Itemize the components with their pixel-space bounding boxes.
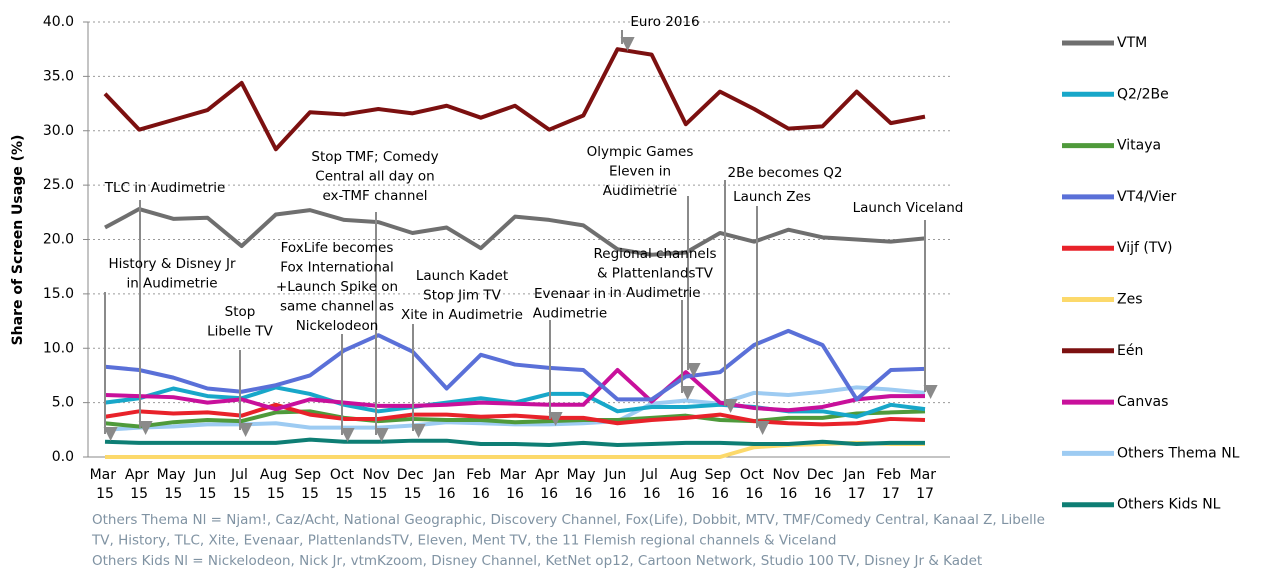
- x-tick-label: Aug 15: [260, 467, 292, 502]
- legend-label: Vijf (TV): [1117, 240, 1172, 256]
- x-tick-label: Mar 15: [90, 467, 121, 502]
- footnote: TV, History, TLC, Xite, Evenaar, Platten…: [91, 533, 836, 549]
- x-tick-label: Oct 16: [740, 467, 769, 502]
- x-tick-label: May 15: [157, 467, 190, 502]
- annotation-text: & PlattenlandsTV: [597, 266, 714, 282]
- annotation-text: Launch Kadet: [416, 268, 508, 284]
- x-tick-label: Feb 17: [876, 467, 905, 502]
- annotation-text: Audimetrie: [533, 306, 607, 322]
- x-tick-label: Sep 15: [295, 467, 326, 502]
- annotation-text: Regional channels: [594, 246, 717, 262]
- legend-label: Others Kids NL: [1117, 497, 1221, 513]
- x-tick-label: Jul 16: [640, 467, 662, 502]
- y-tick-label: 30.0: [43, 123, 74, 139]
- x-tick-label: Jan 17: [843, 467, 870, 502]
- annotation-text: Xite in Audimetrie: [401, 307, 523, 323]
- annotation-text: 2Be becomes Q2: [727, 165, 842, 181]
- series-line: [104, 402, 926, 427]
- annotation-text: Launch Viceland: [853, 200, 964, 216]
- annotation-text: Olympic Games: [587, 144, 694, 160]
- annotation-text: Central all day on: [315, 169, 434, 185]
- y-tick-label: 40.0: [43, 14, 74, 30]
- annotation-text: Launch Zes: [733, 189, 811, 205]
- x-tick-label: Jun 16: [603, 467, 630, 502]
- series-line: [104, 328, 926, 402]
- x-tick-label: Sep 16: [705, 467, 736, 502]
- annotation-text: Nickelodeon: [296, 318, 379, 334]
- annotation-text: in Audimetrie: [126, 276, 217, 292]
- legend-label: Q2/2Be: [1117, 86, 1169, 102]
- x-tick-label: Jan 16: [433, 467, 460, 502]
- legend-label: VTM: [1117, 35, 1147, 51]
- footnote: Others Thema Nl = Njam!, Caz/Acht, Natio…: [92, 512, 1045, 528]
- y-axis-label: Share of Screen Usage (%): [10, 135, 26, 346]
- annotation-text: TLC in Audimetrie: [104, 180, 226, 196]
- annotation-text: in Audimetrie: [609, 285, 700, 301]
- y-tick-label: 25.0: [43, 177, 74, 193]
- series-line: [104, 437, 925, 448]
- y-tick-label: 20.0: [43, 232, 74, 248]
- annotation-text: ex-TMF channel: [322, 188, 427, 204]
- x-tick-label: Mar 17: [910, 467, 941, 502]
- legend-label: Vitaya: [1117, 138, 1161, 154]
- series-line: [104, 409, 926, 429]
- annotation-text: History & Disney Jr: [109, 256, 236, 272]
- x-tick-label: Feb 16: [466, 467, 495, 502]
- annotation-text: Eleven in: [609, 164, 671, 180]
- series-line: [104, 368, 925, 413]
- annotation-text: Fox International: [280, 260, 394, 276]
- y-tick-label: 0.0: [52, 449, 74, 465]
- x-tick-label: Nov 15: [362, 467, 394, 502]
- series-line: [103, 47, 926, 152]
- x-tick-label: Dec 15: [397, 467, 429, 502]
- x-tick-label: Oct 15: [330, 467, 359, 502]
- y-tick-label: 35.0: [43, 68, 74, 84]
- x-tick-label: Apr 15: [125, 467, 154, 502]
- footnote: Others Kids Nl = Nickelodeon, Nick Jr, v…: [92, 553, 982, 569]
- annotation-text: Stop Jim TV: [423, 288, 501, 304]
- y-tick-label: 10.0: [43, 340, 74, 356]
- x-tick-label: May 16: [567, 467, 600, 502]
- annotation-text: FoxLife becomes: [281, 240, 394, 256]
- annotation-text: Stop TMF; Comedy: [311, 149, 438, 165]
- x-tick-label: Jun 15: [193, 467, 220, 502]
- x-tick-label: Dec 16: [807, 467, 839, 502]
- x-tick-label: Aug 16: [670, 467, 702, 502]
- series-line: [104, 207, 926, 257]
- legend-label: Eén: [1117, 343, 1143, 359]
- y-tick-label: 15.0: [43, 286, 74, 302]
- annotation-text: +Launch Spike on: [276, 279, 398, 295]
- legend-label: Zes: [1117, 292, 1143, 308]
- x-tick-label: Jul 15: [230, 467, 252, 502]
- y-tick-label: 5.0: [52, 395, 74, 411]
- x-tick-label: Apr 16: [535, 467, 564, 502]
- legend-label: VT4/Vier: [1117, 189, 1177, 205]
- annotation-text: Libelle TV: [207, 324, 273, 340]
- x-tick-label: Mar 16: [500, 467, 531, 502]
- annotation-text: Audimetrie: [603, 183, 677, 199]
- x-tick-label: Nov 16: [772, 467, 804, 502]
- legend-label: Others Thema NL: [1117, 445, 1240, 461]
- annotation-text: Euro 2016: [630, 14, 699, 30]
- annotation-text: Stop: [225, 304, 256, 320]
- annotation-text: Evenaar in: [534, 286, 606, 302]
- annotation-text: same channel as: [280, 299, 394, 315]
- legend-label: Canvas: [1117, 394, 1168, 410]
